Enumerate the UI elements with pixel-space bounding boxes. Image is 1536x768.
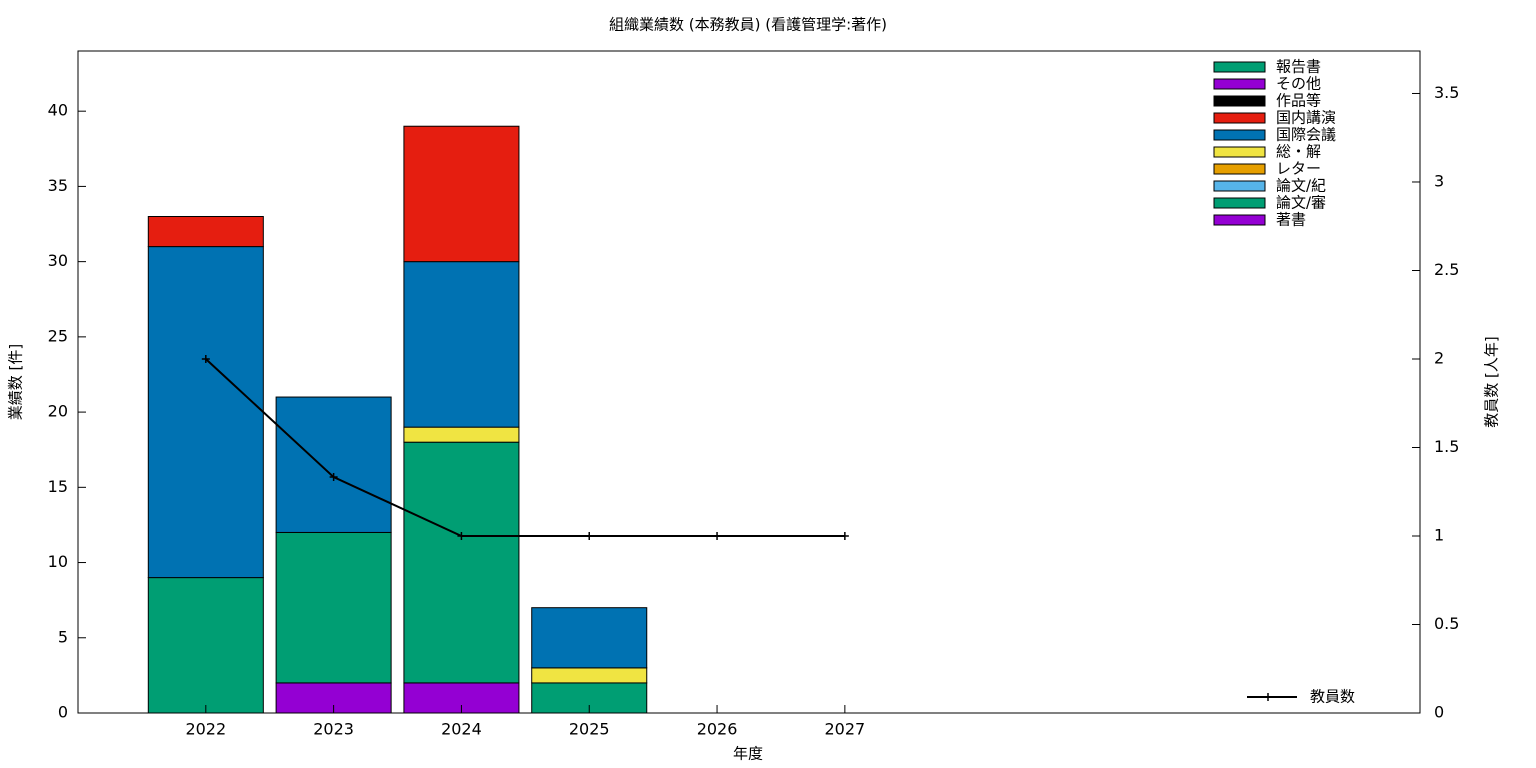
legend-label: 国内講演 bbox=[1276, 109, 1336, 127]
bar-segment bbox=[147, 216, 264, 248]
legend-swatch bbox=[1213, 112, 1266, 124]
y2-tick-label: 3.5 bbox=[1434, 83, 1459, 102]
bar-segment bbox=[403, 426, 520, 443]
legend-label: 報告書 bbox=[1276, 58, 1321, 76]
point bbox=[457, 531, 466, 540]
bar-segment bbox=[275, 531, 392, 684]
bar-segment bbox=[147, 577, 264, 714]
chart-title: 組織業績数 (本務教員) (看護管理学:著作) bbox=[609, 16, 887, 34]
legend-swatch bbox=[1213, 146, 1266, 158]
y2-axis-label: 教員数 [人年] bbox=[1483, 336, 1501, 427]
legend-label: 論文/紀 bbox=[1276, 177, 1326, 195]
legend-swatch bbox=[1213, 180, 1266, 192]
bar-segment bbox=[403, 261, 520, 428]
legend-label: 教員数 bbox=[1310, 688, 1355, 706]
legend-label: 作品等 bbox=[1276, 92, 1321, 110]
legend-swatch bbox=[1213, 163, 1266, 175]
legend-swatch bbox=[1213, 214, 1266, 226]
x-tick-label: 2027 bbox=[824, 720, 865, 739]
legend-label: レター bbox=[1276, 160, 1321, 178]
legend-label: 総・解 bbox=[1276, 143, 1321, 161]
y-tick-label: 35 bbox=[48, 176, 68, 195]
legend-swatch bbox=[1213, 95, 1266, 107]
y-tick-label: 20 bbox=[48, 402, 68, 421]
bar-segment bbox=[531, 607, 648, 669]
y2-tick-label: 2 bbox=[1434, 348, 1444, 367]
x-tick-label: 2026 bbox=[697, 720, 738, 739]
x-tick-label: 2024 bbox=[441, 720, 482, 739]
y-axis-label: 業績数 [件] bbox=[7, 344, 25, 420]
y2-tick-label: 1.5 bbox=[1434, 437, 1459, 456]
y-tick-label: 0 bbox=[58, 703, 68, 722]
y2-tick-label: 0 bbox=[1434, 703, 1444, 722]
legend-swatch bbox=[1213, 129, 1266, 141]
bar-segment bbox=[531, 667, 648, 684]
bar-segment bbox=[275, 396, 392, 533]
legend-label: その他 bbox=[1276, 75, 1321, 93]
legend-swatch bbox=[1213, 78, 1266, 90]
point bbox=[585, 531, 594, 540]
y-tick-label: 10 bbox=[48, 552, 68, 571]
x-axis-label: 年度 bbox=[733, 745, 763, 763]
x-tick-label: 2023 bbox=[313, 720, 354, 739]
y2-tick-label: 1 bbox=[1434, 525, 1444, 544]
x-tick-label: 2025 bbox=[569, 720, 610, 739]
y-tick-label: 40 bbox=[48, 101, 68, 120]
line-series bbox=[205, 358, 845, 537]
legend-label: 論文/審 bbox=[1276, 194, 1326, 212]
legend-swatch bbox=[1213, 61, 1266, 73]
legend-swatch bbox=[1213, 197, 1266, 209]
y-tick-label: 15 bbox=[48, 477, 68, 496]
bar-segment bbox=[403, 441, 520, 684]
legend-label: 国際会議 bbox=[1276, 126, 1336, 144]
point bbox=[329, 473, 338, 482]
y2-tick-label: 3 bbox=[1434, 171, 1444, 190]
point bbox=[713, 531, 722, 540]
x-tick-label: 2022 bbox=[185, 720, 226, 739]
bar-segment bbox=[403, 125, 520, 263]
point bbox=[840, 531, 849, 540]
point bbox=[201, 354, 210, 363]
legend-label: 著書 bbox=[1276, 211, 1306, 229]
bar-segment bbox=[147, 246, 264, 579]
y-tick-label: 30 bbox=[48, 251, 68, 270]
y2-tick-label: 2.5 bbox=[1434, 260, 1459, 279]
y2-tick-label: 0.5 bbox=[1434, 614, 1459, 633]
plot-frame bbox=[77, 50, 1421, 714]
y-tick-label: 5 bbox=[58, 627, 68, 646]
y-tick-label: 25 bbox=[48, 326, 68, 345]
